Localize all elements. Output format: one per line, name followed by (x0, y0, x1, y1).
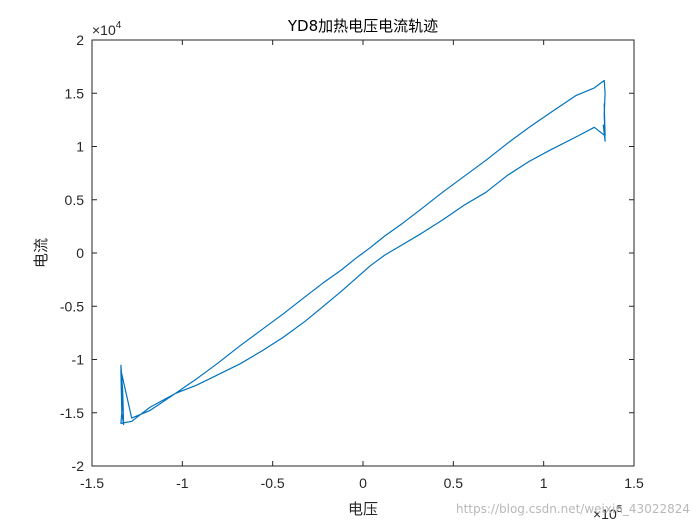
y-axis-label: 电流 (32, 238, 50, 268)
x-tick-label: -0.5 (261, 475, 285, 491)
x-tick-label: -1.5 (80, 475, 104, 491)
y-tick-label: -1.5 (60, 405, 84, 421)
y-exponent-power: 4 (116, 20, 122, 31)
series-layer (120, 79, 606, 426)
x-tick-label: -1 (176, 475, 189, 491)
tick-layer: -1.5 -1 -0.5 0 0.5 1 1.5-2-1.5-1-0.500.511.52 (60, 32, 644, 491)
y-tick-label: 0.5 (65, 192, 85, 208)
x-exponent-label: ×105 (593, 504, 623, 522)
x-tick-label: 0 (359, 475, 367, 491)
y-exponent-label: ×104 (92, 20, 122, 38)
x-axis-label: 电压 (348, 500, 378, 518)
y-tick-label: -2 (72, 458, 85, 474)
chart-title: YD8加热电压电流轨迹 (287, 17, 438, 35)
y-tick-label: 1.5 (65, 85, 85, 101)
y-tick-label: -1 (72, 352, 85, 368)
y-tick-label: 0 (76, 245, 84, 261)
watermark: https://blog.csdn.net/weixin_43022824 (456, 502, 690, 516)
x-exponent-base: ×10 (593, 506, 617, 522)
x-tick-label: 1 (540, 475, 548, 491)
series-trajectory-line (120, 79, 606, 426)
y-exponent-base: ×10 (92, 22, 116, 38)
y-tick-label: -0.5 (60, 298, 84, 314)
y-tick-label: 1 (76, 139, 84, 155)
x-tick-label: 0.5 (444, 475, 464, 491)
x-tick-label: 1.5 (624, 475, 644, 491)
x-exponent-power: 5 (617, 504, 623, 515)
y-tick-label: 2 (76, 32, 84, 48)
